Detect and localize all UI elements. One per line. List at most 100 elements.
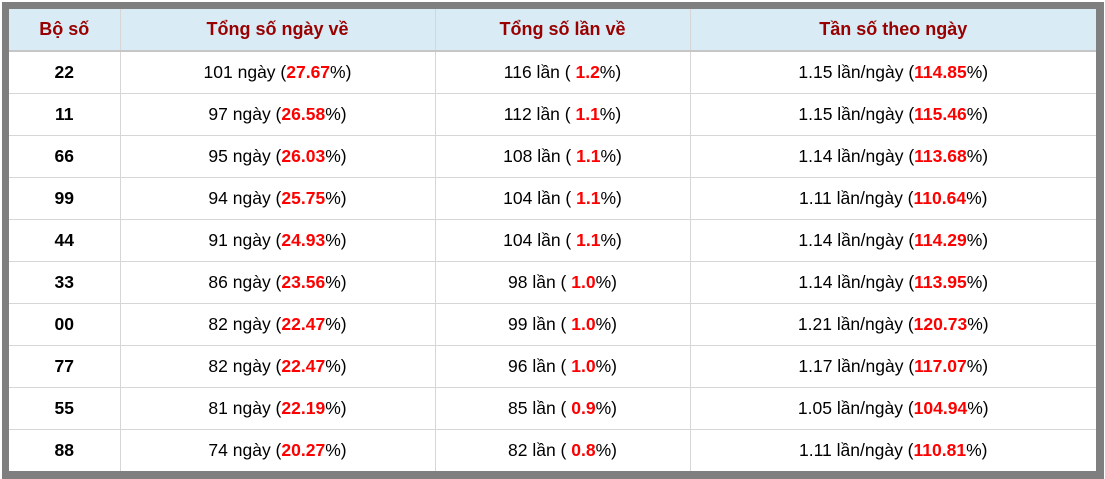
times-cell: 104 lần ( 1.1%) xyxy=(434,177,690,220)
frequency-close: %) xyxy=(966,104,989,124)
frequency-cell: 1.14 lần/ngày (114.29%) xyxy=(689,219,1096,262)
days-text: 82 ngày ( xyxy=(208,356,282,376)
times-cell: 96 lần ( 1.0%) xyxy=(434,345,690,388)
pair-cell: 44 xyxy=(9,219,120,262)
pair-value: 44 xyxy=(54,230,74,250)
column-header-times: Tổng số lần về xyxy=(434,9,690,52)
days-cell: 101 ngày (27.67%) xyxy=(119,50,435,94)
frequency-percent: 117.07 xyxy=(914,356,967,376)
times-cell: 116 lần ( 1.2%) xyxy=(434,50,690,94)
times-percent: 1.1 xyxy=(575,104,600,124)
days-cell: 82 ngày (22.47%) xyxy=(119,303,435,346)
times-close: %) xyxy=(600,146,622,166)
times-close: %) xyxy=(595,440,617,460)
frequency-cell: 1.05 lần/ngày (104.94%) xyxy=(689,387,1096,430)
frequency-cell: 1.17 lần/ngày (117.07%) xyxy=(689,345,1096,388)
frequency-close: %) xyxy=(966,188,988,208)
frequency-close: %) xyxy=(966,62,989,82)
days-text: 82 ngày ( xyxy=(208,314,282,334)
days-close: %) xyxy=(325,398,347,418)
pair-cell: 66 xyxy=(9,135,120,178)
frequency-close: %) xyxy=(966,272,989,292)
times-close: %) xyxy=(595,398,617,418)
days-close: %) xyxy=(330,62,352,82)
frequency-close: %) xyxy=(966,440,988,460)
times-percent: 1.1 xyxy=(576,230,601,250)
frequency-close: %) xyxy=(966,356,989,376)
frequency-percent: 114.85 xyxy=(914,62,967,82)
pair-value: 33 xyxy=(54,272,74,292)
times-text: 108 lần ( xyxy=(503,146,577,166)
days-text: 95 ngày ( xyxy=(208,146,282,166)
frequency-text: 1.05 lần/ngày ( xyxy=(797,398,914,418)
table-row: 11 97 ngày (26.58%) 112 lần ( 1.1%) 1.15 lầ… xyxy=(9,93,1096,136)
days-percent: 24.93 xyxy=(281,230,326,250)
frequency-cell: 1.11 lần/ngày (110.64%) xyxy=(689,177,1096,220)
days-text: 81 ngày ( xyxy=(208,398,282,418)
times-percent: 1.1 xyxy=(576,188,601,208)
times-percent: 1.1 xyxy=(576,146,601,166)
times-close: %) xyxy=(600,188,622,208)
pair-cell: 22 xyxy=(9,50,120,94)
times-close: %) xyxy=(599,62,622,82)
times-close: %) xyxy=(595,356,617,376)
days-percent: 25.75 xyxy=(281,188,326,208)
frequency-percent: 115.46 xyxy=(914,104,967,124)
days-cell: 81 ngày (22.19%) xyxy=(119,387,435,430)
times-text: 99 lần ( xyxy=(508,314,572,334)
times-cell: 98 lần ( 1.0%) xyxy=(434,261,690,304)
days-text: 91 ngày ( xyxy=(208,230,282,250)
times-cell: 112 lần ( 1.1%) xyxy=(434,93,690,136)
table-row: 22 101 ngày (27.67%) 116 lần ( 1.2%) 1.15 l… xyxy=(9,50,1096,94)
frequency-text: 1.15 lần/ngày ( xyxy=(798,104,915,124)
times-cell: 108 lần ( 1.1%) xyxy=(434,135,690,178)
times-cell: 99 lần ( 1.0%) xyxy=(434,303,690,346)
frequency-cell: 1.14 lần/ngày (113.68%) xyxy=(689,135,1096,178)
frequency-close: %) xyxy=(967,314,989,334)
frequency-close: %) xyxy=(967,398,989,418)
days-cell: 97 ngày (26.58%) xyxy=(119,93,435,136)
times-text: 104 lần ( xyxy=(503,188,577,208)
table-row: 55 81 ngày (22.19%) 85 lần ( 0.9%) 1.05 lần… xyxy=(9,387,1096,430)
days-percent: 22.47 xyxy=(281,356,326,376)
frequency-text: 1.11 lần/ngày ( xyxy=(799,440,914,460)
table-row: 88 74 ngày (20.27%) 82 lần ( 0.8%) 1.11 lần… xyxy=(9,429,1096,471)
frequency-close: %) xyxy=(966,230,989,250)
table-row: 66 95 ngày (26.03%) 108 lần ( 1.1%) 1.14 lầ… xyxy=(9,135,1096,178)
times-percent: 0.9 xyxy=(571,398,596,418)
days-percent: 27.67 xyxy=(286,62,331,82)
times-text: 116 lần ( xyxy=(503,62,576,82)
frequency-text: 1.15 lần/ngày ( xyxy=(798,62,915,82)
days-percent: 22.19 xyxy=(281,398,326,418)
frequency-cell: 1.14 lần/ngày (113.95%) xyxy=(689,261,1096,304)
pair-cell: 77 xyxy=(9,345,120,388)
table-row: 44 91 ngày (24.93%) 104 lần ( 1.1%) 1.14 lầ… xyxy=(9,219,1096,262)
pair-value: 88 xyxy=(54,440,74,460)
column-header-frequency: Tần số theo ngày xyxy=(689,9,1096,52)
pair-value: 99 xyxy=(54,188,74,208)
header-row: Bộ số Tổng số ngày về Tổng số lần về Tần… xyxy=(9,9,1096,52)
frequency-cell: 1.21 lần/ngày (120.73%) xyxy=(689,303,1096,346)
pair-value: 11 xyxy=(55,104,74,124)
times-close: %) xyxy=(600,230,622,250)
times-text: 96 lần ( xyxy=(508,356,572,376)
days-cell: 74 ngày (20.27%) xyxy=(119,429,435,471)
days-percent: 26.58 xyxy=(281,104,326,124)
days-percent: 23.56 xyxy=(281,272,326,292)
times-text: 85 lần ( xyxy=(508,398,572,418)
times-close: %) xyxy=(595,314,617,334)
days-close: %) xyxy=(325,272,347,292)
days-close: %) xyxy=(325,104,347,124)
days-close: %) xyxy=(325,230,347,250)
pair-value: 00 xyxy=(54,314,74,334)
days-cell: 94 ngày (25.75%) xyxy=(119,177,435,220)
times-cell: 82 lần ( 0.8%) xyxy=(434,429,690,471)
frequency-percent: 120.73 xyxy=(913,314,968,334)
table-row: 77 82 ngày (22.47%) 96 lần ( 1.0%) 1.17 lần… xyxy=(9,345,1096,388)
days-text: 86 ngày ( xyxy=(208,272,282,292)
pair-value: 66 xyxy=(54,146,74,166)
table-row: 33 86 ngày (23.56%) 98 lần ( 1.0%) 1.14 lần… xyxy=(9,261,1096,304)
days-close: %) xyxy=(325,314,347,334)
days-cell: 95 ngày (26.03%) xyxy=(119,135,435,178)
